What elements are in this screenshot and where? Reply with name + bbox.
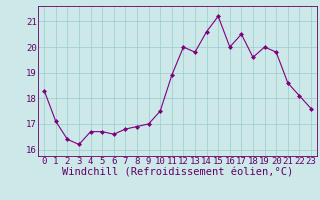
X-axis label: Windchill (Refroidissement éolien,°C): Windchill (Refroidissement éolien,°C) [62, 168, 293, 178]
